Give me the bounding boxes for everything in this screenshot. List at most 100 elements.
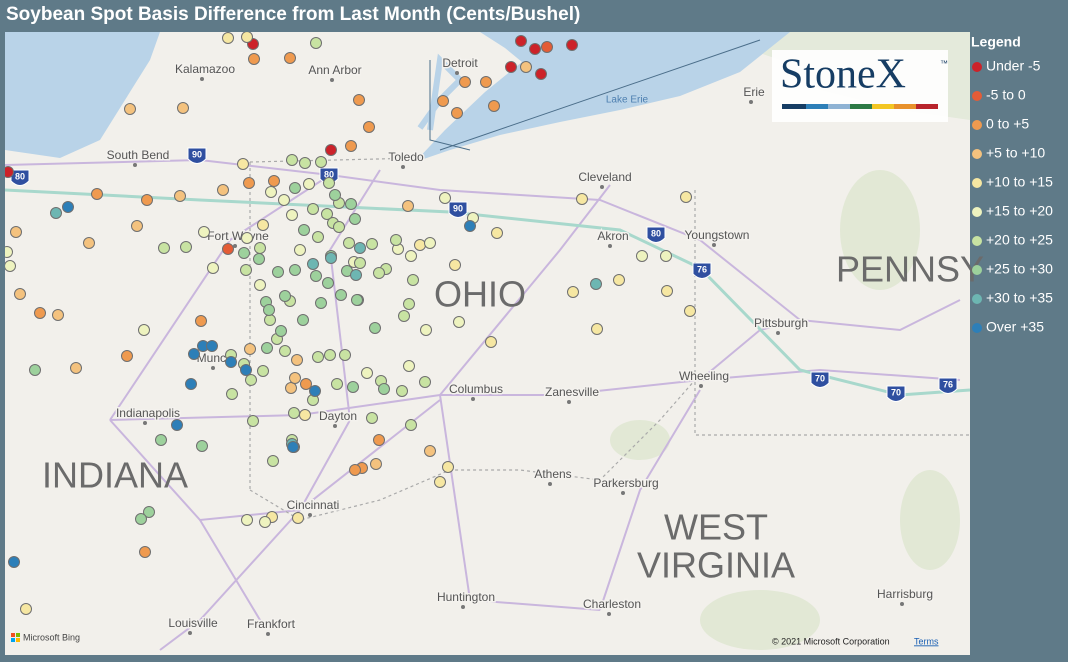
location-marker[interactable] <box>345 198 357 210</box>
location-marker[interactable] <box>261 342 273 354</box>
location-marker[interactable] <box>343 237 355 249</box>
location-marker[interactable] <box>171 419 183 431</box>
location-marker[interactable] <box>310 37 322 49</box>
location-marker[interactable] <box>442 461 454 473</box>
location-marker[interactable] <box>198 226 210 238</box>
location-marker[interactable] <box>241 32 253 43</box>
location-marker[interactable] <box>50 207 62 219</box>
location-marker[interactable] <box>83 237 95 249</box>
location-marker[interactable] <box>366 412 378 424</box>
location-marker[interactable] <box>366 238 378 250</box>
location-marker[interactable] <box>660 250 672 262</box>
location-marker[interactable] <box>8 556 20 568</box>
location-marker[interactable] <box>566 39 578 51</box>
location-marker[interactable] <box>347 381 359 393</box>
location-marker[interactable] <box>3 166 14 178</box>
location-marker[interactable] <box>414 239 426 251</box>
location-marker[interactable] <box>5 260 16 272</box>
location-marker[interactable] <box>124 103 136 115</box>
location-marker[interactable] <box>335 289 347 301</box>
location-marker[interactable] <box>424 237 436 249</box>
location-marker[interactable] <box>217 184 229 196</box>
location-marker[interactable] <box>240 364 252 376</box>
location-marker[interactable] <box>14 288 26 300</box>
location-marker[interactable] <box>309 385 321 397</box>
location-marker[interactable] <box>451 107 463 119</box>
location-marker[interactable] <box>576 193 588 205</box>
location-marker[interactable] <box>325 144 337 156</box>
location-marker[interactable] <box>373 434 385 446</box>
location-marker[interactable] <box>591 323 603 335</box>
location-marker[interactable] <box>188 348 200 360</box>
location-marker[interactable] <box>439 192 451 204</box>
location-marker[interactable] <box>419 376 431 388</box>
location-marker[interactable] <box>299 409 311 421</box>
location-marker[interactable] <box>370 458 382 470</box>
location-marker[interactable] <box>449 259 461 271</box>
location-marker[interactable] <box>299 157 311 169</box>
location-marker[interactable] <box>403 360 415 372</box>
location-marker[interactable] <box>275 325 287 337</box>
location-marker[interactable] <box>20 603 32 615</box>
location-marker[interactable] <box>325 252 337 264</box>
location-marker[interactable] <box>315 297 327 309</box>
location-marker[interactable] <box>363 121 375 133</box>
location-marker[interactable] <box>515 35 527 47</box>
location-marker[interactable] <box>333 221 345 233</box>
location-marker[interactable] <box>323 177 335 189</box>
location-marker[interactable] <box>289 182 301 194</box>
location-marker[interactable] <box>424 445 436 457</box>
location-marker[interactable] <box>29 364 41 376</box>
location-marker[interactable] <box>396 385 408 397</box>
location-marker[interactable] <box>268 175 280 187</box>
location-marker[interactable] <box>139 546 151 558</box>
location-marker[interactable] <box>244 343 256 355</box>
location-marker[interactable] <box>369 322 381 334</box>
location-marker[interactable] <box>351 294 363 306</box>
location-marker[interactable] <box>206 340 218 352</box>
location-marker[interactable] <box>34 307 46 319</box>
location-marker[interactable] <box>174 190 186 202</box>
location-marker[interactable] <box>265 186 277 198</box>
location-marker[interactable] <box>241 514 253 526</box>
location-marker[interactable] <box>121 350 133 362</box>
location-marker[interactable] <box>259 516 271 528</box>
location-marker[interactable] <box>254 279 266 291</box>
location-marker[interactable] <box>321 208 333 220</box>
location-marker[interactable] <box>289 372 301 384</box>
location-marker[interactable] <box>402 200 414 212</box>
location-marker[interactable] <box>138 324 150 336</box>
location-marker[interactable] <box>680 191 692 203</box>
location-marker[interactable] <box>390 234 402 246</box>
location-marker[interactable] <box>349 213 361 225</box>
location-marker[interactable] <box>378 383 390 395</box>
location-marker[interactable] <box>339 349 351 361</box>
location-marker[interactable] <box>505 61 517 73</box>
location-marker[interactable] <box>237 158 249 170</box>
location-marker[interactable] <box>535 68 547 80</box>
location-marker[interactable] <box>312 231 324 243</box>
location-marker[interactable] <box>70 362 82 374</box>
location-marker[interactable] <box>286 209 298 221</box>
location-marker[interactable] <box>407 274 419 286</box>
location-marker[interactable] <box>2 246 13 258</box>
location-marker[interactable] <box>287 441 299 453</box>
location-marker[interactable] <box>488 100 500 112</box>
location-marker[interactable] <box>257 365 269 377</box>
location-marker[interactable] <box>91 188 103 200</box>
location-marker[interactable] <box>491 227 503 239</box>
location-marker[interactable] <box>322 277 334 289</box>
location-marker[interactable] <box>437 95 449 107</box>
location-marker[interactable] <box>459 76 471 88</box>
location-marker[interactable] <box>480 76 492 88</box>
location-marker[interactable] <box>253 253 265 265</box>
location-marker[interactable] <box>298 224 310 236</box>
location-marker[interactable] <box>420 324 432 336</box>
location-marker[interactable] <box>62 201 74 213</box>
location-marker[interactable] <box>141 194 153 206</box>
location-marker[interactable] <box>143 506 155 518</box>
location-marker[interactable] <box>350 269 362 281</box>
location-marker[interactable] <box>464 220 476 232</box>
location-marker[interactable] <box>264 314 276 326</box>
location-marker[interactable] <box>158 242 170 254</box>
